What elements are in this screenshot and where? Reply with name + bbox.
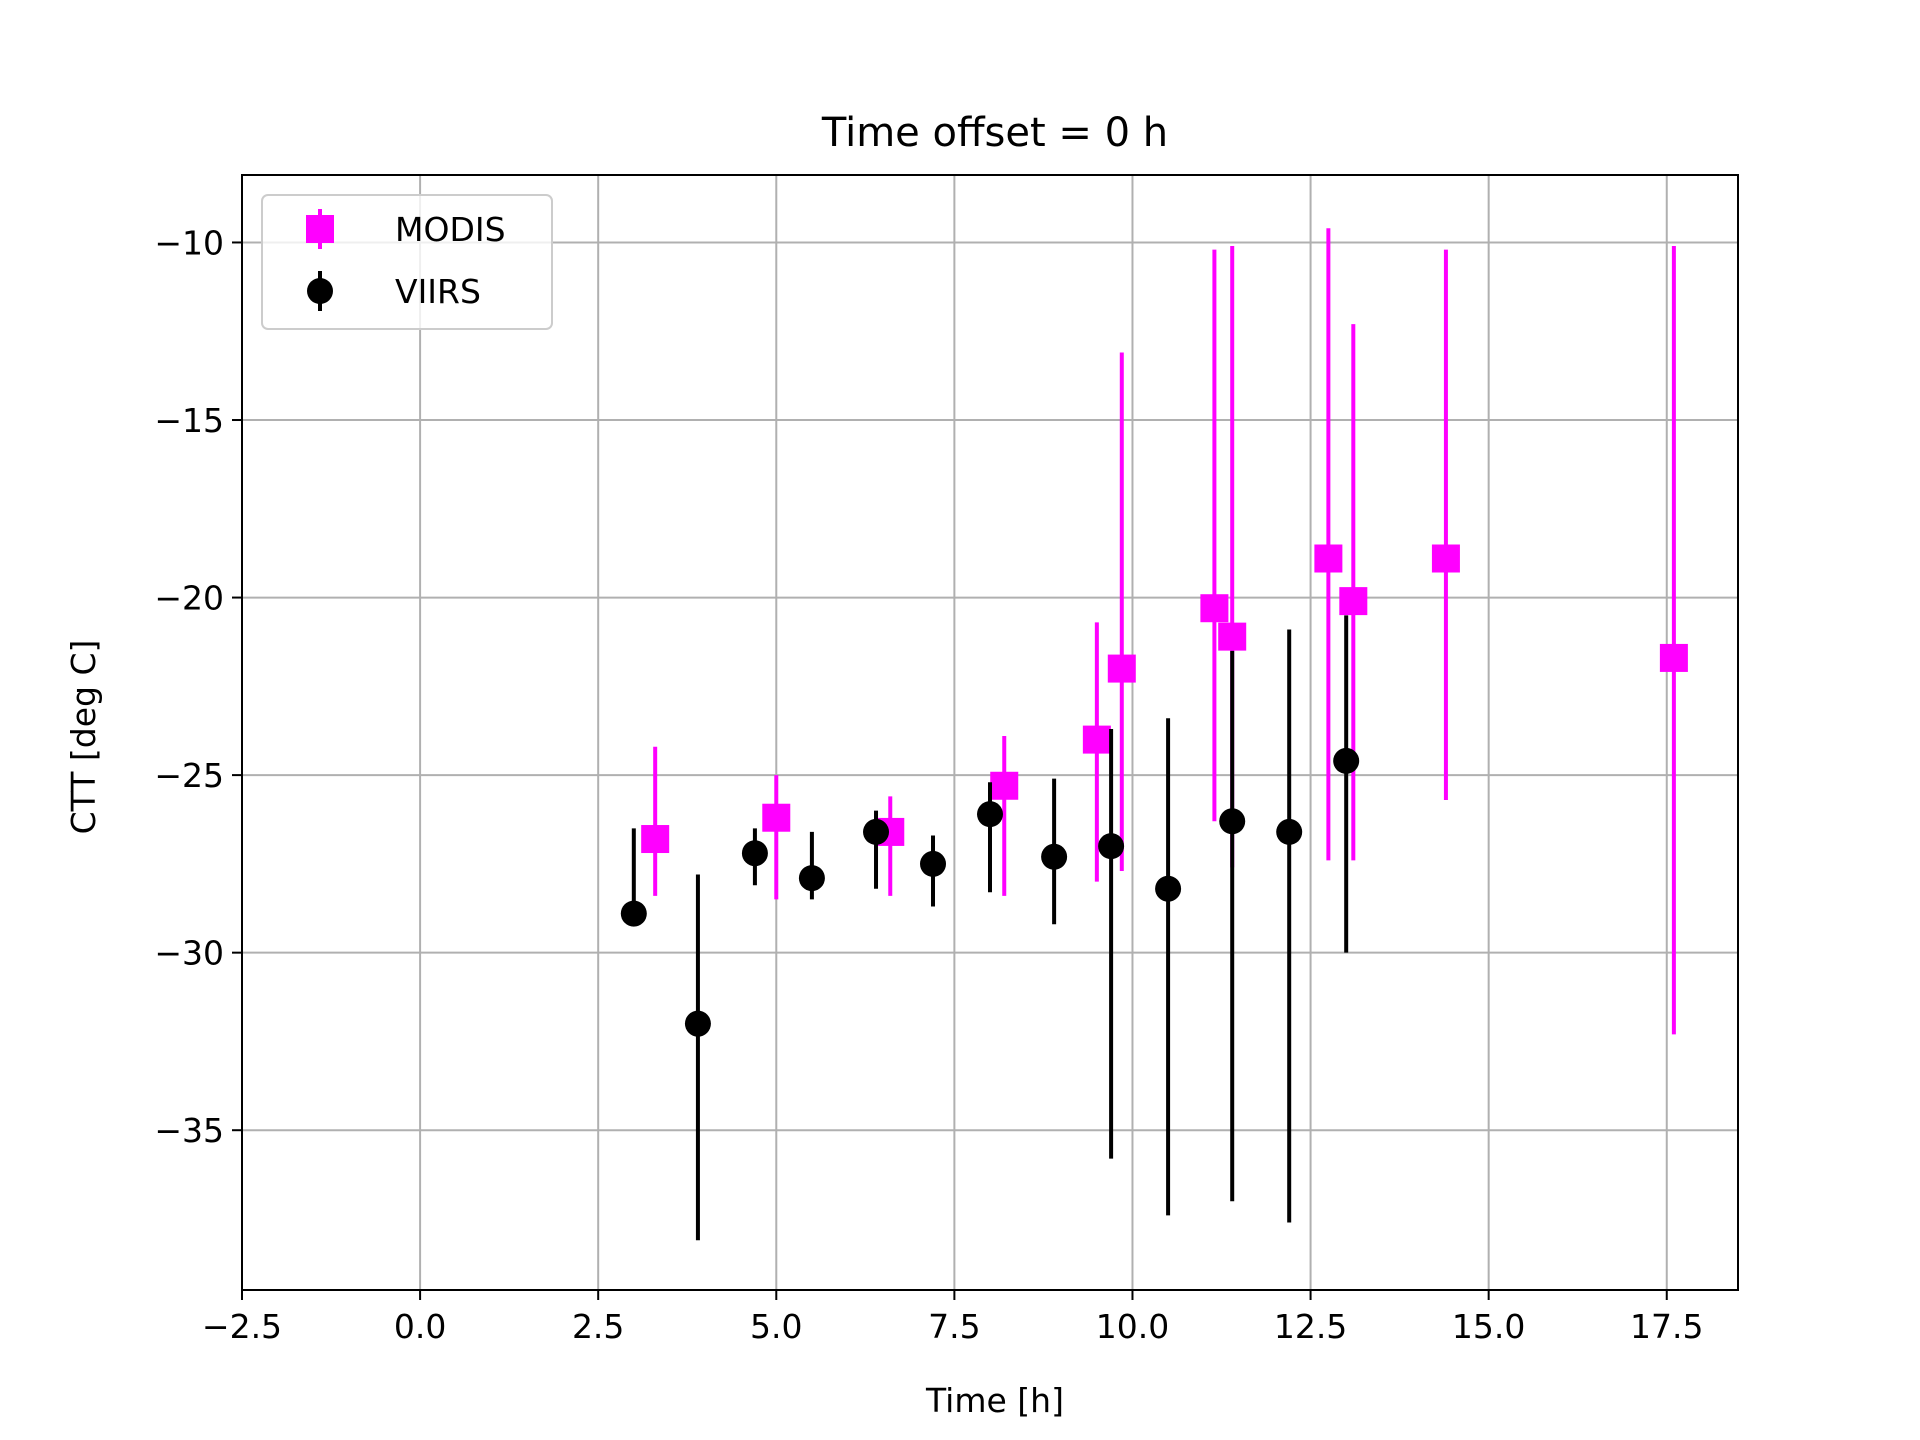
data-point <box>798 865 825 892</box>
y-tick-label: −35 <box>154 1111 224 1150</box>
data-point <box>920 850 947 877</box>
y-axis-label: CTT [deg C] <box>64 640 103 835</box>
x-tick-label: 12.5 <box>1274 1307 1347 1346</box>
x-tick-label: 15.0 <box>1452 1307 1525 1346</box>
data-point <box>1659 643 1688 672</box>
data-point <box>1155 875 1182 902</box>
series-viirs <box>620 615 1360 1241</box>
data-point <box>1431 544 1460 573</box>
legend-item-viirs: VIIRS <box>307 271 481 311</box>
data-point <box>1314 544 1343 573</box>
data-point <box>990 771 1019 800</box>
x-tick-label: 2.5 <box>572 1307 624 1346</box>
data-point <box>863 818 890 845</box>
y-tick-label: −20 <box>154 579 224 618</box>
legend-label: MODIS <box>395 210 506 249</box>
legend-label: VIIRS <box>395 272 481 311</box>
chart-title: Time offset = 0 h <box>821 110 1168 156</box>
data-point <box>1339 587 1368 616</box>
data-point <box>1107 654 1136 683</box>
data-point <box>977 801 1003 828</box>
y-tick-label: −15 <box>154 401 224 440</box>
legend-marker <box>306 215 334 243</box>
data-point <box>1219 808 1246 835</box>
x-tick-label: 17.5 <box>1630 1307 1703 1346</box>
data-point <box>762 803 791 832</box>
legend-marker <box>307 278 333 304</box>
data-point <box>641 825 670 854</box>
legend-box <box>261 194 553 330</box>
legend-item-modis: MODIS <box>306 209 506 249</box>
data-point <box>1276 818 1303 845</box>
x-tick-label: −2.5 <box>202 1307 282 1346</box>
data-point <box>1098 833 1125 860</box>
data-point <box>620 900 647 927</box>
y-tick-label: −30 <box>154 934 224 973</box>
axes: −2.5 0.0 2.5 5.0 7.5 10.0 12.5 15.0 17.5 −35 −30 −2… <box>154 223 1703 1346</box>
data-point <box>741 840 768 867</box>
y-tick-label: −10 <box>154 223 224 262</box>
data-point <box>1041 843 1068 870</box>
data-point <box>684 1010 711 1037</box>
grid <box>241 175 1738 1290</box>
x-axis-label: Time [h] <box>925 1381 1064 1420</box>
x-tick-label: 0.0 <box>394 1307 446 1346</box>
data-point <box>1082 725 1111 754</box>
data-point <box>1200 594 1229 623</box>
x-tick-label: 10.0 <box>1096 1307 1169 1346</box>
legend: MODIS VIIRS <box>261 194 553 330</box>
y-tick-label: −25 <box>154 756 224 795</box>
plot-data <box>620 228 1688 1241</box>
x-tick-label: 7.5 <box>928 1307 980 1346</box>
data-point <box>1333 747 1360 774</box>
x-tick-label: 5.0 <box>750 1307 802 1346</box>
series-modis <box>641 228 1688 1035</box>
data-point <box>1218 622 1247 651</box>
plot-frame <box>241 174 1739 1291</box>
